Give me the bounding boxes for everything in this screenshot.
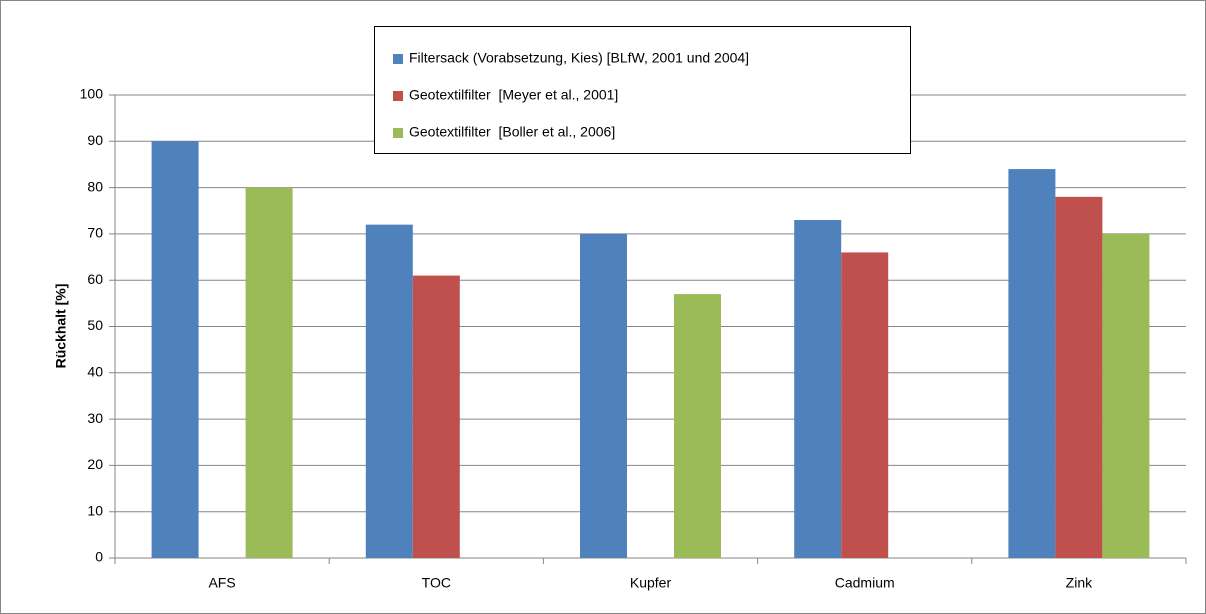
y-tick-label: 80 xyxy=(87,178,103,194)
x-tick-label: Cadmium xyxy=(835,575,895,591)
y-tick-label: 50 xyxy=(87,317,103,333)
legend-swatch xyxy=(393,128,403,138)
bar xyxy=(365,224,413,558)
bar xyxy=(674,294,721,558)
x-tick-label: AFS xyxy=(208,575,235,591)
x-tick-label: Zink xyxy=(1066,575,1093,591)
y-tick-label: 10 xyxy=(87,502,103,518)
x-tick-label: Kupfer xyxy=(630,575,672,591)
legend-swatch xyxy=(393,91,403,101)
bar xyxy=(1102,233,1150,558)
y-tick-label: 90 xyxy=(87,132,103,148)
legend-label: Filtersack (Vorabsetzung, Kies) [BLfW, 2… xyxy=(409,50,749,66)
legend-box xyxy=(374,26,911,154)
bar xyxy=(794,220,842,558)
bar xyxy=(1008,169,1056,558)
y-tick-label: 60 xyxy=(87,271,103,287)
x-tick-label: TOC xyxy=(422,575,451,591)
legend-label: Geotextilfilter [Meyer et al., 2001] xyxy=(409,87,618,103)
y-tick-label: 70 xyxy=(87,225,103,241)
y-axis-title: Rückhalt [%] xyxy=(53,284,69,369)
y-tick-label: 20 xyxy=(87,456,103,472)
legend-swatch xyxy=(393,54,403,64)
bar xyxy=(412,275,460,558)
y-tick-label: 40 xyxy=(87,364,103,380)
bar xyxy=(841,252,889,559)
legend-label: Geotextilfilter [Boller et al., 2006] xyxy=(409,124,615,140)
bar xyxy=(245,187,293,558)
bar xyxy=(580,233,627,558)
bar xyxy=(151,141,199,559)
y-tick-label: 0 xyxy=(95,549,103,565)
y-tick-label: 30 xyxy=(87,410,103,426)
y-tick-label: 100 xyxy=(80,86,104,102)
bar xyxy=(1055,196,1103,559)
